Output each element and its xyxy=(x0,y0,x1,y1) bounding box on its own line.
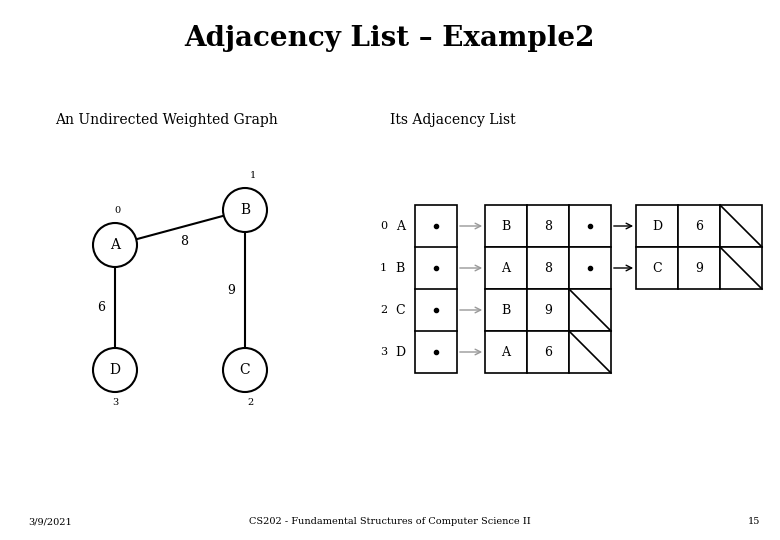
Bar xyxy=(415,205,457,373)
Bar xyxy=(569,289,611,331)
Circle shape xyxy=(93,223,137,267)
Text: 1: 1 xyxy=(250,171,256,180)
Text: D: D xyxy=(395,346,405,359)
Text: A: A xyxy=(502,261,510,274)
Text: 3: 3 xyxy=(112,398,118,407)
Text: C: C xyxy=(652,261,661,274)
Text: A: A xyxy=(110,238,120,252)
Text: CS202 - Fundamental Structures of Computer Science II: CS202 - Fundamental Structures of Comput… xyxy=(249,517,531,526)
Text: 0: 0 xyxy=(380,221,387,231)
Text: 8: 8 xyxy=(179,234,188,247)
Bar xyxy=(485,289,527,331)
Text: 0: 0 xyxy=(114,206,120,215)
Text: Adjacency List – Example2: Adjacency List – Example2 xyxy=(185,24,595,51)
Text: A: A xyxy=(396,219,405,233)
Bar xyxy=(678,247,720,289)
Bar xyxy=(527,331,569,373)
Text: B: B xyxy=(240,203,250,217)
Text: C: C xyxy=(395,303,405,316)
Text: D: D xyxy=(109,363,120,377)
Text: 6: 6 xyxy=(544,346,552,359)
Text: 6: 6 xyxy=(97,301,105,314)
Text: B: B xyxy=(502,303,511,316)
Text: B: B xyxy=(502,219,511,233)
Text: 6: 6 xyxy=(695,219,703,233)
Bar xyxy=(485,247,527,289)
Text: 8: 8 xyxy=(544,261,552,274)
Text: 1: 1 xyxy=(380,263,387,273)
Circle shape xyxy=(223,188,267,232)
Text: 9: 9 xyxy=(695,261,703,274)
Bar xyxy=(720,205,762,247)
Bar xyxy=(720,247,762,289)
Text: C: C xyxy=(239,363,250,377)
Text: 2: 2 xyxy=(380,305,387,315)
Bar xyxy=(485,331,527,373)
Bar xyxy=(569,331,611,373)
Bar xyxy=(527,289,569,331)
Text: B: B xyxy=(395,261,405,274)
Text: 9: 9 xyxy=(227,284,235,296)
Bar xyxy=(636,247,678,289)
Text: D: D xyxy=(652,219,662,233)
Text: 3/9/2021: 3/9/2021 xyxy=(28,517,72,526)
Text: Its Adjacency List: Its Adjacency List xyxy=(390,113,516,127)
Bar xyxy=(485,205,527,247)
Bar xyxy=(636,205,678,247)
Text: 15: 15 xyxy=(747,517,760,526)
Text: 2: 2 xyxy=(248,398,254,407)
Text: An Undirected Weighted Graph: An Undirected Weighted Graph xyxy=(55,113,278,127)
Circle shape xyxy=(93,348,137,392)
Bar xyxy=(527,247,569,289)
Bar xyxy=(569,205,611,247)
Text: 3: 3 xyxy=(380,347,387,357)
Bar xyxy=(569,247,611,289)
Text: 9: 9 xyxy=(544,303,552,316)
Circle shape xyxy=(223,348,267,392)
Text: 8: 8 xyxy=(544,219,552,233)
Bar xyxy=(527,205,569,247)
Bar xyxy=(678,205,720,247)
Text: A: A xyxy=(502,346,510,359)
